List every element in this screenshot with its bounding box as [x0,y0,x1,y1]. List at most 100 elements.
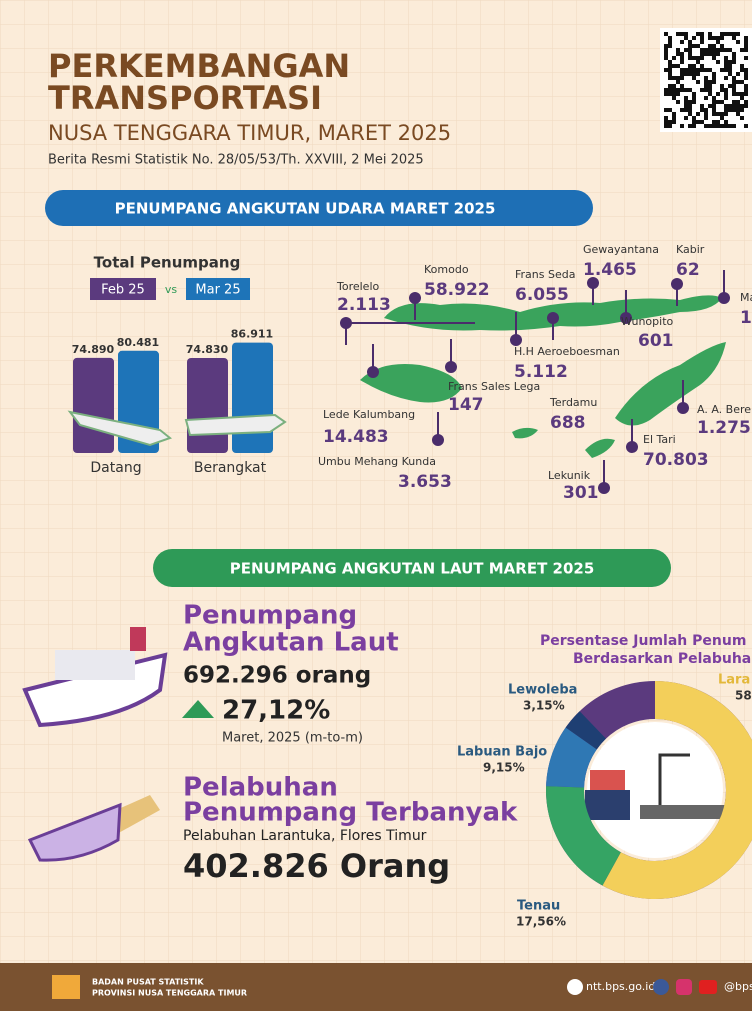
airport-passengers: 14.483 [323,427,389,447]
title: TRANSPORTASI [48,79,322,117]
airport-name: Lekunik [548,469,591,482]
airport-dot [620,312,632,324]
legend-label: Mar 25 [195,283,240,298]
airport-dot [598,482,610,494]
org-name: BADAN PUSAT STATISTIK [92,978,204,987]
airport-passengers: 58.922 [424,280,490,300]
airport-name: Lede Kalumbang [323,408,415,421]
donut-title: Persentase Jumlah Penum [540,633,746,649]
bar-value-label: 86.911 [231,328,273,341]
growth-arrow [182,700,214,718]
airport-passengers: 688 [550,413,586,433]
airport-passengers: 62 [676,260,700,280]
airport-name: Wunopito [621,315,674,328]
bar-value-label: 74.890 [72,343,115,356]
bar [232,342,273,453]
airport-dot [340,317,352,329]
airport-name: Umbu Mehang Kunda [318,455,436,468]
total-title: Total Penumpang [94,254,241,272]
youtube-icon[interactable] [699,980,717,994]
airport-passengers: 147 [448,395,484,415]
airport-name: Ma [740,291,752,304]
donut-slice [546,786,622,886]
airport-dot [445,361,457,373]
growth-note: Maret, 2025 (m-to-m) [222,731,363,746]
airport-passengers: 2.113 [337,295,391,315]
slice-value: 9,15% [483,761,525,775]
airport-name: Frans Seda [515,268,575,281]
airport-name: A. A. Bere [697,403,751,416]
legend-box [90,278,156,300]
donut-title: Berdasarkan Pelabuhan [573,651,752,667]
airport-passengers: 1.465 [583,260,637,280]
airport-dot [626,441,638,453]
banner-text: PENUMPANG ANGKUTAN UDARA MARET 2025 [115,200,496,218]
airport-dot [671,278,683,290]
group-label: Berangkat [194,460,267,476]
airport-passengers: 70.803 [643,450,709,470]
slice-name: Lewoleba [508,683,577,698]
logo [52,975,80,999]
port-heading: Pelabuhan [183,773,338,803]
airport-passengers: 5.112 [514,362,568,382]
title: PERKEMBANGAN [48,47,350,85]
org-name: PROVINSI NUSA TENGGARA TIMUR [92,989,247,998]
legend-box [186,278,250,300]
airport-passengers: 1.7 [740,308,752,328]
donut-slice [565,711,607,750]
airport-passengers: 301 [563,483,599,503]
reference: Berita Resmi Statistik No. 28/05/53/Th. … [48,153,424,168]
airport-name: Terdamu [549,396,597,409]
port-heading: Penumpang Terbanyak [183,798,518,828]
port-total: 402.826 Orang [183,847,450,885]
banner [153,549,671,587]
plane [67,410,287,447]
airport-name: Kabir [676,243,705,256]
ship-illustration [22,627,168,862]
legend-label: Feb 25 [101,283,145,298]
web-icon [567,979,583,995]
airport-dot [547,312,559,324]
slice-value: 17,56% [516,915,566,929]
airport-name: Torelelo [336,280,380,293]
group-label: Datang [90,460,141,476]
port-illustration [585,753,730,820]
airport-dot [677,402,689,414]
banner [45,190,593,226]
slice-value: 3,15% [523,699,565,713]
airport-name: Frans Sales Lega [448,380,540,393]
sea-heading: Penumpang [183,601,357,631]
airport-passengers: 1.275 [697,418,751,438]
airport-dot [718,292,730,304]
vs: vs [165,283,178,296]
footer [0,963,752,1011]
social[interactable]: @bps [724,980,752,993]
map [360,295,726,458]
port-name: Pelabuhan Larantuka, Flores Timur [183,828,427,844]
bar-value-label: 74.830 [186,343,229,356]
donut-slice [602,681,752,899]
subtitle: NUSA TENGGARA TIMUR, MARET 2025 [48,121,451,145]
airport-dot [587,277,599,289]
airport-name: H.H Aeroeboesman [514,345,620,358]
slice-name: Tenau [517,899,560,914]
facebook-icon[interactable] [653,979,669,995]
airport-name: Gewayantana [583,243,659,256]
sea-total: 692.296 orang [183,663,371,689]
slice-name: Lara [718,673,750,688]
airport-name: Komodo [424,263,469,276]
airport-dot [432,434,444,446]
qr-code [660,28,752,132]
instagram-icon[interactable] [676,979,692,995]
slice-value: 58 [735,689,752,703]
airport-name: El Tari [643,433,676,446]
airport-passengers: 6.055 [515,285,569,305]
growth: 27,12% [222,696,330,726]
slice-name: Labuan Bajo [457,745,547,760]
banner-text: PENUMPANG ANGKUTAN LAUT MARET 2025 [230,560,595,578]
website[interactable]: ntt.bps.go.id [586,980,655,993]
sea-heading: Angkutan Laut [183,628,399,658]
airport-passengers: 601 [638,331,674,351]
